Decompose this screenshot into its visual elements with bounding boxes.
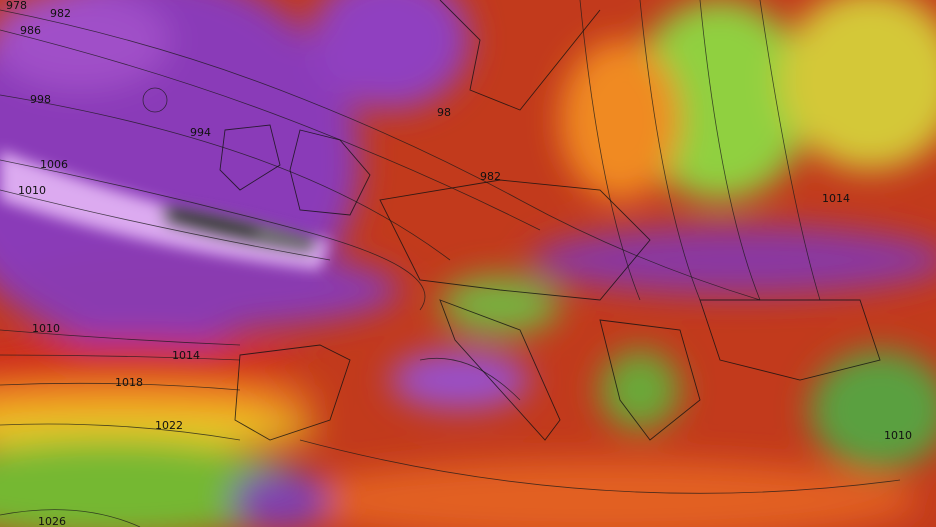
isobar-label: 982 [50,7,71,20]
isobar-labels: 978 982 986 998 994 1006 1010 1010 1014 … [6,0,912,527]
isobar-label: 1010 [32,322,60,335]
isobar-label: 1014 [822,192,850,205]
isobar-label: 986 [20,24,41,37]
isobar-label: 978 [6,0,27,12]
isobar-label: 1026 [38,515,66,527]
streak-layer [0,150,330,270]
isobar-label: 994 [190,126,211,139]
isobar-label: 1022 [155,419,183,432]
isobar-label: 1010 [18,184,46,197]
isobar-label: 98 [437,106,451,119]
isobar-label: 1010 [884,429,912,442]
isobar-label: 1006 [40,158,68,171]
isobar-label: 982 [480,170,501,183]
isobar-label: 1018 [115,376,143,389]
borders [219,0,881,441]
isobar-label: 1014 [172,349,200,362]
isobars [0,0,901,527]
isobar-label: 998 [30,93,51,106]
